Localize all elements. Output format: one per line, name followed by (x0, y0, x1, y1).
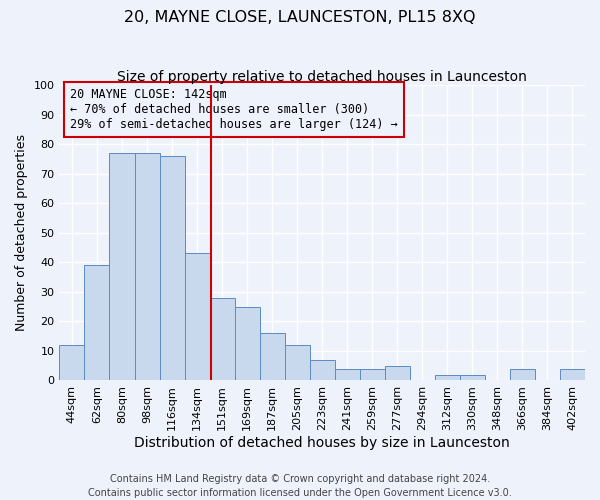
Bar (85, 266, 109, 380)
X-axis label: Distribution of detached houses by size in Launceston: Distribution of detached houses by size … (134, 436, 510, 450)
Bar (360, 368, 385, 380)
Bar (385, 366, 410, 380)
Bar (284, 345, 310, 380)
Bar (435, 374, 460, 380)
Bar (235, 306, 260, 380)
Text: 20 MAYNE CLOSE: 142sqm
← 70% of detached houses are smaller (300)
29% of semi-de: 20 MAYNE CLOSE: 142sqm ← 70% of detached… (70, 88, 398, 131)
Bar (560, 368, 585, 380)
Bar (59, 345, 85, 380)
Bar (310, 360, 335, 380)
Text: Contains HM Land Registry data © Crown copyright and database right 2024.
Contai: Contains HM Land Registry data © Crown c… (88, 474, 512, 498)
Bar (109, 153, 134, 380)
Title: Size of property relative to detached houses in Launceston: Size of property relative to detached ho… (117, 70, 527, 84)
Y-axis label: Number of detached properties: Number of detached properties (15, 134, 28, 332)
Bar (160, 156, 185, 380)
Bar (510, 368, 535, 380)
Bar (185, 254, 209, 380)
Bar (134, 153, 160, 380)
Bar (460, 374, 485, 380)
Bar (335, 368, 360, 380)
Bar (209, 298, 235, 380)
Bar (260, 333, 284, 380)
Text: 20, MAYNE CLOSE, LAUNCESTON, PL15 8XQ: 20, MAYNE CLOSE, LAUNCESTON, PL15 8XQ (124, 10, 476, 25)
